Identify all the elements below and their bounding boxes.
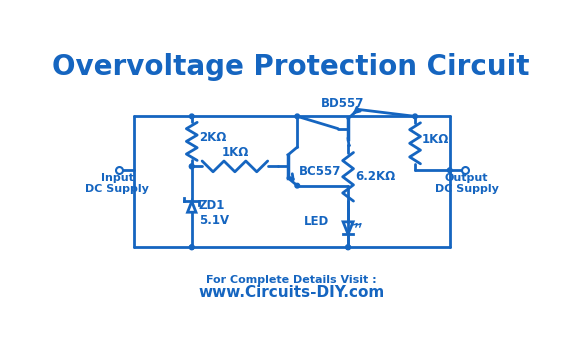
Circle shape (295, 183, 299, 188)
Text: For Complete Details Visit :: For Complete Details Visit : (206, 275, 377, 285)
Text: 2KΩ: 2KΩ (199, 131, 226, 144)
Text: 1KΩ: 1KΩ (422, 133, 449, 146)
Text: LED: LED (303, 215, 329, 228)
Text: 6.2KΩ: 6.2KΩ (355, 170, 395, 183)
Circle shape (346, 245, 350, 249)
Circle shape (413, 114, 417, 119)
Circle shape (190, 245, 194, 249)
Text: BD557: BD557 (321, 97, 365, 110)
Circle shape (190, 164, 194, 169)
Text: Output
DC Supply: Output DC Supply (435, 172, 499, 194)
Text: Overvoltage Protection Circuit: Overvoltage Protection Circuit (52, 53, 530, 81)
Text: www.Circuits-DIY.com: www.Circuits-DIY.com (198, 285, 384, 300)
Circle shape (190, 245, 194, 249)
Text: 1KΩ: 1KΩ (221, 146, 249, 159)
Text: BC557: BC557 (299, 165, 341, 178)
Text: ZD1
5.1V: ZD1 5.1V (199, 199, 229, 227)
Circle shape (346, 245, 350, 249)
Circle shape (190, 114, 194, 119)
Circle shape (190, 164, 194, 169)
Text: Input
DC Supply: Input DC Supply (85, 172, 149, 194)
Circle shape (295, 114, 299, 119)
Circle shape (448, 168, 452, 172)
